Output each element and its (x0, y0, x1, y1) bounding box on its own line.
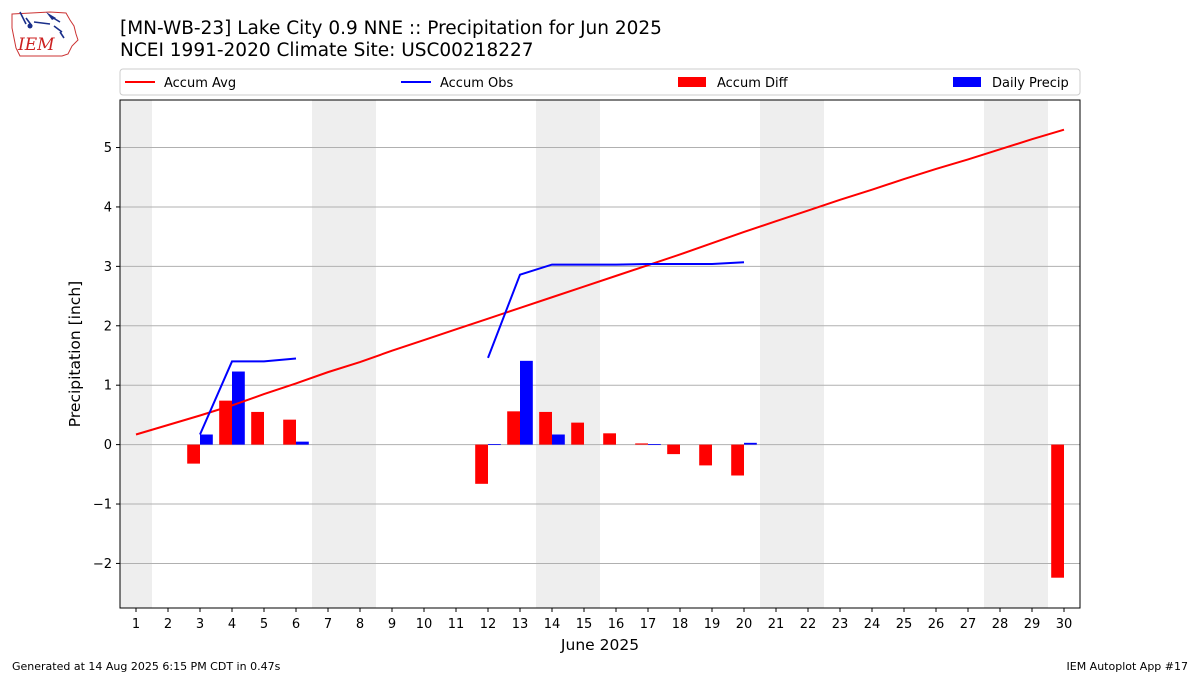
x-tick-label: 1 (132, 617, 140, 632)
app-name: IEM Autoplot App #17 (1066, 660, 1189, 673)
accum-obs-line (199, 357, 297, 435)
x-tick-label: 24 (864, 617, 881, 632)
y-tick-label: 1 (104, 379, 112, 394)
daily-precip-bar (520, 360, 533, 445)
weekend-shade (344, 100, 376, 608)
daily-precip-bar (488, 444, 501, 445)
accum-diff-bar (1051, 444, 1064, 578)
daily-precip-bar (648, 444, 661, 445)
x-tick-label: 5 (260, 617, 268, 632)
iem-logo: IEM (6, 4, 82, 60)
accum-diff-bar (539, 411, 552, 445)
x-tick-label: 21 (768, 617, 785, 632)
x-tick-label: 25 (896, 617, 913, 632)
x-tick-label: 19 (704, 617, 721, 632)
x-axis-label: June 2025 (560, 636, 639, 654)
daily-precip-bar (296, 441, 309, 445)
y-tick-label: 4 (104, 200, 112, 215)
x-tick-label: 26 (928, 617, 945, 632)
weekend-shade (760, 100, 792, 608)
x-tick-label: 13 (512, 617, 529, 632)
chart-title: [MN-WB-23] Lake City 0.9 NNE :: Precipit… (120, 18, 662, 39)
x-tick-label: 22 (800, 617, 817, 632)
accum-avg-line (135, 128, 1065, 436)
weekend-shade (984, 100, 1016, 608)
weekend-shade (1016, 100, 1048, 608)
accum-diff-bar (187, 444, 200, 464)
x-tick-label: 18 (672, 617, 689, 632)
x-tick-label: 9 (388, 617, 396, 632)
accum-diff-bar (283, 419, 296, 445)
x-tick-label: 2 (164, 617, 172, 632)
x-tick-label: 15 (576, 617, 593, 632)
y-tick-label: 3 (104, 260, 112, 275)
x-tick-label: 8 (356, 617, 364, 632)
daily-precip-bar (552, 434, 565, 445)
accum-diff-bar (219, 400, 232, 445)
legend-daily-precip-label: Daily Precip (992, 76, 1069, 91)
generated-timestamp: Generated at 14 Aug 2025 6:15 PM CDT in … (12, 660, 281, 673)
x-tick-label: 20 (736, 617, 753, 632)
accum-diff-bar (571, 422, 584, 445)
x-tick-label: 11 (448, 617, 465, 632)
x-tick-label: 28 (992, 617, 1009, 632)
accum-diff-bar (635, 443, 648, 445)
weekend-shade (536, 100, 568, 608)
accum-diff-bar (507, 411, 520, 445)
daily-precip-bar (744, 442, 757, 445)
x-tick-label: 23 (832, 617, 849, 632)
x-tick-label: 7 (324, 617, 332, 632)
legend-daily-precip-swatch (953, 77, 981, 87)
x-tick-label: 12 (480, 617, 497, 632)
plot-frame (119, 99, 1081, 609)
y-tick-label: 2 (104, 319, 112, 334)
weekend-shade (568, 100, 600, 608)
weekend-shade (120, 100, 152, 608)
legend-accum-diff-swatch (678, 77, 706, 87)
y-tick-label: −2 (93, 557, 112, 572)
weekend-shade (312, 100, 344, 608)
legend-accum-avg-label: Accum Avg (164, 76, 236, 91)
daily-precip-bar (232, 371, 245, 445)
x-tick-label: 29 (1024, 617, 1041, 632)
x-tick-label: 17 (640, 617, 657, 632)
logo-text: IEM (17, 35, 55, 55)
x-tick-label: 10 (416, 617, 433, 632)
legend-accum-obs-label: Accum Obs (440, 76, 513, 91)
accum-diff-bar (699, 444, 712, 466)
accum-diff-bar (475, 444, 488, 484)
weekend-shade (792, 100, 824, 608)
legend-accum-diff-label: Accum Diff (717, 76, 789, 91)
accum-diff-bar (731, 444, 744, 476)
accum-diff-bar (603, 433, 616, 445)
accum-diff-bar (667, 444, 680, 455)
y-axis-label: Precipitation [inch] (66, 281, 84, 427)
x-tick-label: 4 (228, 617, 236, 632)
accum-diff-bar (251, 411, 264, 445)
x-tick-label: 6 (292, 617, 300, 632)
x-tick-label: 16 (608, 617, 625, 632)
accum-obs-line (487, 261, 745, 359)
y-tick-label: 5 (104, 141, 112, 156)
legend-box (119, 68, 1081, 96)
x-tick-label: 30 (1056, 617, 1073, 632)
daily-precip-bar (200, 434, 213, 445)
x-tick-label: 3 (196, 617, 204, 632)
x-tick-label: 14 (544, 617, 561, 632)
y-tick-label: −1 (93, 498, 112, 513)
y-tick-label: 0 (104, 438, 112, 453)
x-tick-label: 27 (960, 617, 977, 632)
chart-subtitle: NCEI 1991-2020 Climate Site: USC00218227 (120, 40, 534, 61)
